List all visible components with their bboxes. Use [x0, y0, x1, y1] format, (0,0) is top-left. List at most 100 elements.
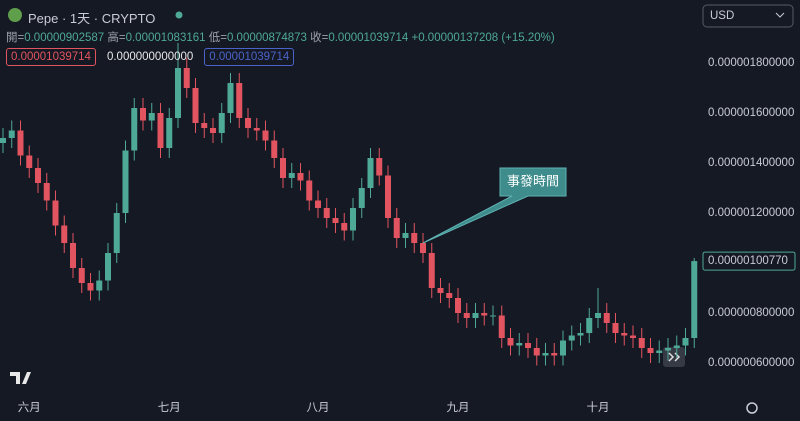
candle-body	[140, 108, 146, 121]
candle-body	[621, 333, 628, 336]
candle-body	[516, 343, 523, 346]
candle-body	[245, 118, 251, 128]
candle-body	[113, 213, 120, 253]
candle-body	[8, 130, 15, 138]
candle-body	[350, 208, 356, 231]
candle-body	[78, 268, 85, 283]
y-tick-label: 0.000001600000	[708, 107, 794, 119]
candle-body	[656, 350, 663, 353]
candle-body	[210, 128, 216, 133]
candle-body	[481, 313, 488, 316]
candle-body	[262, 130, 269, 141]
candle-body	[105, 253, 111, 281]
x-tick-label: 八月	[307, 402, 330, 414]
candle-body	[560, 340, 566, 356]
candle-body	[323, 208, 330, 218]
indicator-value: 0.000000000000	[106, 51, 194, 63]
candle-body	[218, 113, 225, 133]
change: +0.00000137208 (+15.20%)	[411, 32, 555, 44]
candle-body	[673, 345, 680, 348]
candle-body	[157, 113, 164, 148]
ohlc-value: 0.00001039714	[328, 32, 409, 44]
candle-body	[61, 225, 68, 243]
candle-body	[638, 338, 645, 348]
candle-body	[122, 150, 129, 213]
candle-body	[551, 353, 558, 356]
candle-body	[577, 333, 584, 336]
symbol: Pepe · 1天 · CRYPTO	[28, 11, 156, 26]
ohlc-row: 開=0.00000902587 高=0.00001083161 低=0.0000…	[6, 29, 555, 45]
candle-body	[175, 68, 181, 118]
candle-body	[463, 313, 470, 318]
ohlc-label: 低=	[208, 32, 227, 44]
x-tick-label: 九月	[447, 401, 470, 414]
candle-body	[446, 293, 453, 298]
candle-body	[402, 233, 409, 238]
candle-body	[332, 218, 339, 223]
candle-body	[393, 218, 400, 238]
candle-body	[568, 335, 575, 341]
candle-body	[0, 138, 6, 143]
candle-body	[87, 283, 94, 291]
candle-body	[630, 335, 636, 338]
candle-body	[315, 200, 321, 208]
candle-body	[52, 200, 59, 226]
ohlc-label: 開=	[6, 32, 25, 44]
x-tick-label: 七月	[158, 401, 181, 414]
plot	[0, 43, 698, 366]
candle-body	[341, 223, 348, 231]
candle-body	[288, 173, 295, 178]
candle-body	[682, 338, 689, 346]
ohlc-label: 收=	[310, 32, 329, 44]
candle-body	[586, 318, 593, 333]
candle-body	[166, 118, 173, 148]
settings-icon[interactable]	[746, 402, 758, 414]
candle-body	[148, 113, 155, 121]
annotation: 事發時間	[507, 173, 559, 188]
candle-body	[192, 88, 199, 123]
candle-body	[131, 108, 138, 151]
candle-body	[201, 123, 208, 128]
price-tag	[702, 251, 796, 271]
candle-body	[227, 83, 234, 113]
x-tick-label: 十月	[587, 400, 610, 414]
candle-body	[428, 253, 435, 288]
y-tick-label: 0.000001400000	[708, 157, 794, 169]
indicator-value: 0.00001039714	[204, 48, 295, 66]
candle-body	[367, 158, 374, 188]
candle-body	[498, 315, 505, 338]
candle-body	[306, 180, 313, 201]
currency-select[interactable]	[702, 4, 794, 28]
candle-body	[385, 175, 391, 218]
last-price-label: 0.00000100770	[708, 255, 788, 267]
candle-body	[271, 140, 278, 158]
candle-body	[253, 128, 260, 131]
candle-body	[490, 315, 496, 317]
ohlc-label: 高=	[107, 32, 126, 44]
candle-body	[96, 280, 103, 291]
indicator-value: 0.00001039714	[6, 48, 96, 66]
candle-body	[603, 313, 610, 323]
y-tick-label: 0.000000800000	[708, 307, 794, 319]
candle-body	[43, 183, 50, 201]
currency[interactable]: USD	[710, 10, 734, 22]
candle-body	[665, 348, 671, 351]
x-tick-label: 六月	[18, 401, 41, 414]
candle-body	[35, 168, 41, 183]
candle-body	[183, 68, 190, 88]
candle-body	[455, 298, 461, 313]
candle-body	[420, 243, 426, 253]
candle-body	[297, 173, 304, 181]
y-tick-label: 0.000000600000	[708, 357, 794, 369]
ohlc-value: 0.00000902587	[24, 32, 105, 44]
candle-body	[376, 158, 383, 176]
ohlc-value: 0.00000874873	[226, 32, 307, 44]
candle-body	[525, 343, 531, 348]
candle-body	[358, 188, 365, 208]
candle-body	[437, 288, 444, 293]
dropdown-arrow	[775, 12, 785, 18]
candle-body	[533, 348, 540, 356]
candle-body	[236, 83, 243, 118]
